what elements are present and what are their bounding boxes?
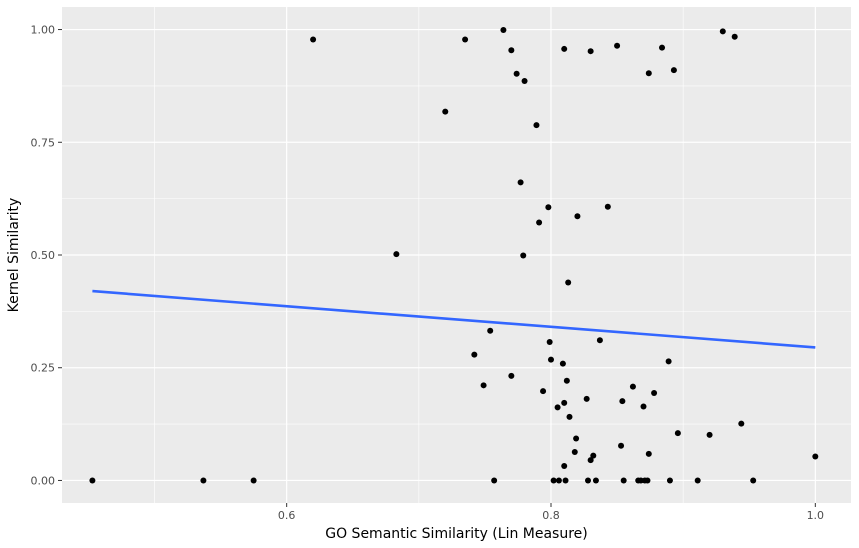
data-point [590, 452, 597, 459]
y-tick-label: 1.00 [31, 24, 56, 37]
data-point [562, 477, 569, 484]
data-point [674, 430, 681, 437]
data-point [540, 388, 547, 395]
data-point [555, 477, 562, 484]
major-gridlines [62, 7, 851, 503]
data-point [566, 413, 573, 420]
y-axis-ticks: 0.00 0.25 0.50 0.75 1.00 [31, 24, 62, 487]
data-point [500, 26, 507, 33]
data-point [738, 420, 745, 427]
data-point [554, 404, 561, 411]
y-tick-label: 0.50 [31, 249, 56, 262]
data-point [517, 179, 524, 186]
data-point [571, 449, 578, 456]
data-point [651, 389, 658, 396]
data-point [731, 33, 738, 40]
data-point [545, 204, 552, 211]
data-point [619, 398, 626, 405]
trend-line [92, 289, 816, 349]
y-tick-label: 0.00 [31, 474, 56, 487]
data-point [604, 203, 611, 210]
y-tick-label: 0.75 [31, 136, 56, 149]
data-point [645, 450, 652, 457]
data-point [536, 219, 543, 226]
data-point [812, 453, 819, 460]
data-point [546, 339, 553, 346]
trend-line-group [92, 289, 816, 349]
data-point [629, 383, 636, 390]
data-point [480, 382, 487, 389]
data-point [487, 327, 494, 334]
data-point [670, 67, 677, 74]
data-point [559, 360, 566, 367]
data-point [310, 36, 317, 43]
data-point [719, 28, 726, 35]
data-point [645, 70, 652, 77]
data-point [250, 477, 257, 484]
data-point [592, 477, 599, 484]
x-axis-ticks: 0.6 0.8 1.0 [278, 503, 824, 522]
data-point [665, 358, 672, 365]
data-point [694, 477, 701, 484]
data-point [644, 477, 651, 484]
data-point [550, 477, 557, 484]
x-tick-label: 1.0 [807, 509, 825, 522]
y-tick-label: 0.25 [31, 362, 56, 375]
data-point [750, 477, 757, 484]
data-point [508, 47, 515, 54]
x-tick-label: 0.8 [542, 509, 560, 522]
data-point [508, 372, 515, 379]
y-axis-title: Kernel Similarity [6, 198, 22, 313]
data-point [563, 377, 570, 384]
x-tick-label: 0.6 [278, 509, 296, 522]
data-point [561, 399, 568, 406]
x-axis-title: GO Semantic Similarity (Lin Measure) [325, 526, 588, 542]
data-point [565, 279, 572, 286]
data-point [706, 431, 713, 438]
data-point [462, 36, 469, 43]
data-point [491, 477, 498, 484]
data-point [620, 477, 627, 484]
data-point [561, 463, 568, 470]
data-point [659, 44, 666, 51]
data-point [640, 403, 647, 410]
data-point [614, 42, 621, 49]
data-point [587, 48, 594, 55]
data-point [471, 351, 478, 358]
data-point [200, 477, 207, 484]
data-point [574, 213, 581, 220]
data-point [393, 251, 400, 258]
data-points [89, 26, 819, 484]
data-point [618, 442, 625, 449]
data-point [520, 252, 527, 259]
data-point [561, 45, 568, 52]
data-point [89, 477, 96, 484]
data-point [442, 108, 449, 115]
data-point [666, 477, 673, 484]
data-point [513, 70, 520, 77]
data-point [573, 435, 580, 442]
data-point [585, 477, 591, 484]
data-point [533, 122, 540, 129]
data-point [547, 356, 554, 363]
data-point [521, 77, 528, 84]
data-point [583, 395, 590, 402]
data-point [587, 457, 594, 464]
data-point [596, 337, 603, 344]
